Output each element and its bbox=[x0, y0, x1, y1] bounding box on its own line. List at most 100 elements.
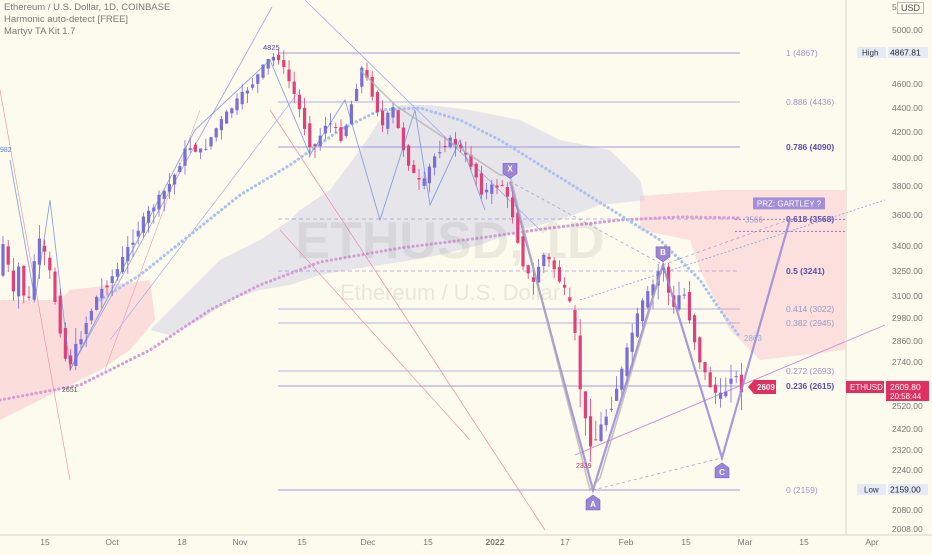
candle-body bbox=[339, 127, 343, 141]
time-axis-tick: 17 bbox=[560, 537, 570, 547]
candle-body bbox=[183, 148, 187, 166]
candle-body bbox=[100, 288, 104, 299]
candle-body bbox=[511, 197, 515, 218]
candle-body bbox=[708, 372, 712, 388]
time-axis-tick: Dec bbox=[360, 537, 376, 547]
candle-body bbox=[17, 266, 21, 297]
candle-body bbox=[599, 424, 603, 442]
indicator-harmonic[interactable]: Harmonic auto-detect [FREE] bbox=[4, 14, 129, 25]
candle-body bbox=[1, 244, 5, 276]
candle-body bbox=[126, 246, 130, 262]
left-label: 982 bbox=[0, 147, 12, 154]
candle-body bbox=[271, 56, 275, 61]
low-value-box bbox=[888, 484, 928, 495]
price-axis-tick: 4600.00 bbox=[892, 79, 923, 89]
candle-body bbox=[557, 267, 561, 282]
high-tag: High bbox=[862, 49, 878, 58]
candle-body bbox=[240, 91, 244, 105]
candle-body bbox=[370, 76, 374, 97]
time-axis-tick: Mar bbox=[738, 537, 753, 547]
candle-body bbox=[682, 294, 686, 296]
candle-body bbox=[199, 148, 203, 153]
price-axis-tick: 3250.00 bbox=[892, 266, 923, 276]
candle-body bbox=[703, 362, 707, 373]
candle-body bbox=[479, 173, 483, 195]
price-axis-tick: 4200.00 bbox=[892, 127, 923, 137]
candle-body bbox=[500, 184, 504, 186]
candle-body bbox=[583, 391, 587, 419]
watermark-symbol: ETHUSD, 1D bbox=[295, 212, 604, 270]
candle-body bbox=[365, 70, 369, 78]
high-tag-box bbox=[857, 47, 886, 58]
candle-body bbox=[89, 310, 93, 321]
candle-body bbox=[542, 254, 546, 267]
pattern-point-label-C: C bbox=[719, 468, 725, 477]
candle-body bbox=[615, 388, 619, 401]
currency-button[interactable]: USD bbox=[896, 2, 924, 14]
candle-body bbox=[724, 391, 728, 397]
candle-body bbox=[485, 189, 489, 193]
pattern-point-label-A: A bbox=[590, 500, 596, 509]
candle-body bbox=[157, 194, 161, 210]
candle-body bbox=[297, 94, 301, 110]
price-axis-tick: 2520.00 bbox=[892, 401, 923, 411]
ma-slow bbox=[0, 215, 742, 402]
candle-body bbox=[63, 328, 67, 359]
candle-body bbox=[635, 313, 639, 337]
candle-body bbox=[386, 112, 390, 129]
channel-line bbox=[109, 89, 301, 341]
candle-body bbox=[433, 156, 437, 168]
candle-body bbox=[537, 266, 541, 283]
candle-body bbox=[604, 416, 608, 426]
pattern-point-marker-B bbox=[655, 246, 671, 263]
high-value: 4867.81 bbox=[890, 48, 921, 58]
candle-body bbox=[69, 355, 73, 365]
candle-body bbox=[178, 166, 182, 173]
low-tag: Low bbox=[864, 486, 879, 495]
ichimoku-cloud bbox=[150, 105, 645, 335]
candle-body bbox=[573, 310, 577, 333]
candle-body bbox=[251, 84, 255, 88]
candle-body bbox=[641, 300, 645, 322]
candle-body bbox=[32, 261, 36, 300]
candle-body bbox=[105, 285, 109, 288]
fib-level-label: 0.414 (3022) bbox=[786, 304, 834, 314]
time-axis-tick: Nov bbox=[232, 537, 248, 547]
price-tag-symbol: ETHUSD bbox=[850, 383, 883, 392]
candle-body bbox=[11, 270, 15, 292]
candle-body bbox=[375, 92, 379, 113]
pattern-point-marker-C bbox=[714, 462, 730, 479]
price-tag-symbol-box bbox=[846, 381, 884, 393]
candle-body bbox=[173, 174, 177, 185]
candle-body bbox=[464, 152, 468, 155]
low-label: 2339 bbox=[576, 463, 592, 470]
candle-body bbox=[214, 128, 218, 138]
candle-body bbox=[443, 145, 447, 148]
price-axis-tick: 4400.00 bbox=[892, 103, 923, 113]
candle-body bbox=[698, 337, 702, 363]
candle-body bbox=[323, 125, 327, 134]
candle-body bbox=[256, 74, 260, 84]
candle-body bbox=[693, 315, 697, 343]
candle-body bbox=[287, 69, 291, 82]
pattern-point-marker-A bbox=[585, 494, 601, 511]
candle-body bbox=[6, 246, 10, 265]
fib-level-label: 0 (2159) bbox=[786, 485, 818, 495]
indicator-ta-kit[interactable]: Martyv TA Kit 1.7 bbox=[4, 26, 76, 37]
low-value: 2159.00 bbox=[890, 485, 921, 495]
candle-body bbox=[282, 60, 286, 68]
pattern-point-label-X: X bbox=[507, 164, 513, 173]
candle-body bbox=[27, 296, 31, 298]
candle-body bbox=[516, 212, 520, 243]
candle-body bbox=[526, 265, 530, 274]
symbol-title[interactable]: Ethereum / U.S. Dollar, 1D, COINBASE bbox=[4, 2, 171, 13]
prz-label-box bbox=[753, 197, 825, 210]
candle-body bbox=[677, 295, 681, 310]
price-tag-countdown: 20:58:44 bbox=[890, 392, 922, 401]
candle-body bbox=[360, 67, 364, 87]
candle-body bbox=[495, 185, 499, 188]
candle-body bbox=[521, 236, 525, 267]
pattern-point-marker-X bbox=[502, 163, 518, 179]
